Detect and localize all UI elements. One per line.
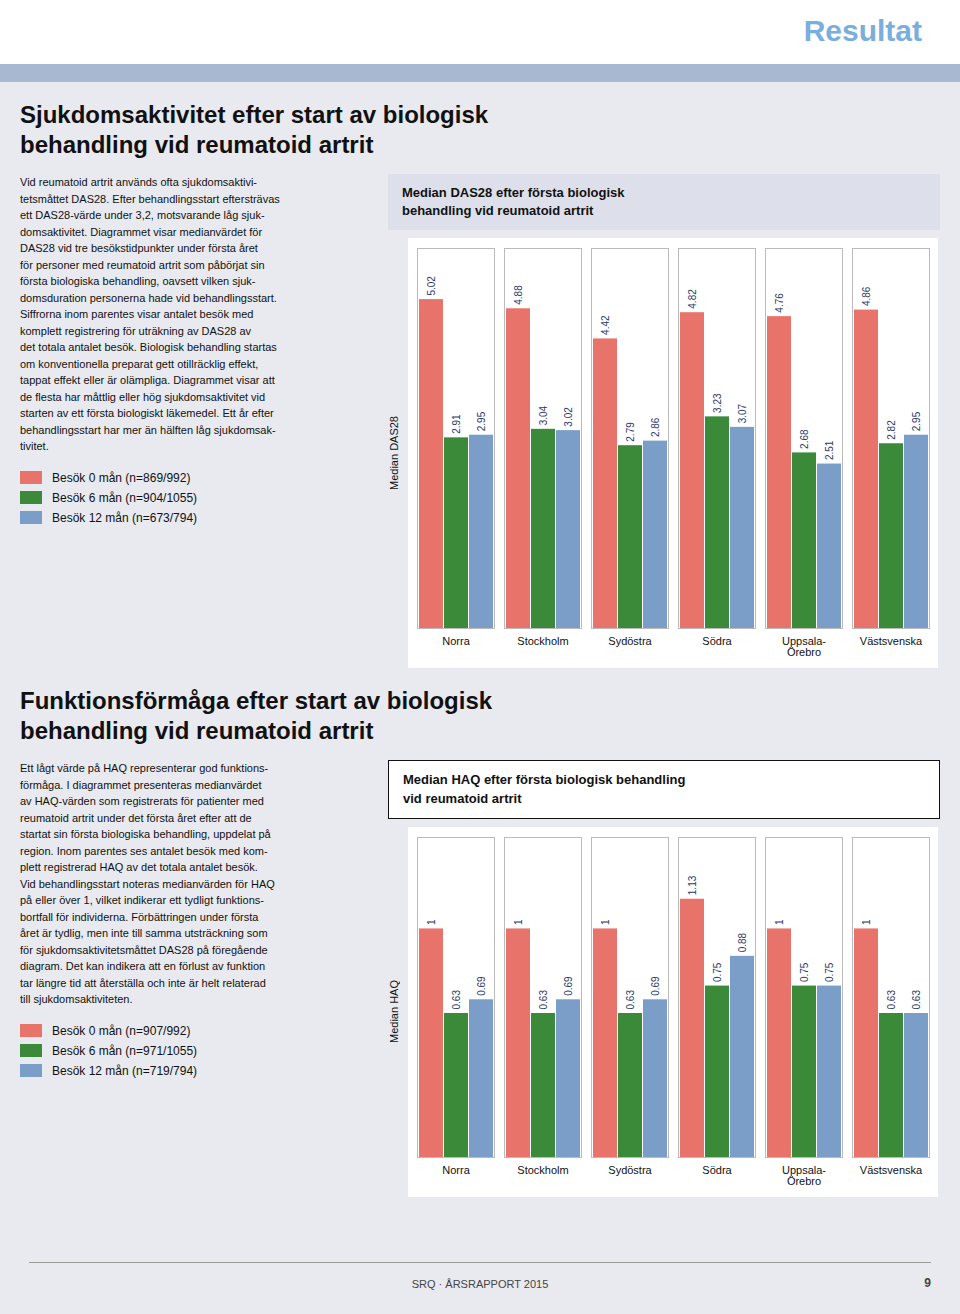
html-text:Besök 6 mån (n=904/1055): Besök 6 mån (n=904/1055) — [52, 490, 198, 505]
svg-text:0.69: 0.69 — [650, 976, 661, 996]
svg-text:2.82: 2.82 — [886, 420, 897, 440]
svg-text:4.88: 4.88 — [513, 285, 524, 305]
svg-text:2.95: 2.95 — [911, 412, 922, 432]
svg-text:Norra: Norra — [442, 1164, 470, 1176]
svg-text:5.02: 5.02 — [426, 276, 437, 296]
html-text:Resultat: Resultat — [803, 14, 922, 47]
svg-text:Stockholm: Stockholm — [517, 636, 568, 648]
svg-text:1: 1 — [426, 919, 437, 925]
svg-text:3.02: 3.02 — [563, 407, 574, 427]
svg-text:0.75: 0.75 — [712, 962, 723, 982]
html-text:Besök 0 mån (n=869/992): Besök 0 mån (n=869/992) — [52, 470, 191, 485]
html-text:Funktionsförmåga efter start a: Funktionsförmåga efter start av biologis… — [20, 687, 493, 745]
svg-text:0.63: 0.63 — [911, 989, 922, 1009]
svg-text:0.63: 0.63 — [538, 989, 549, 1009]
svg-text:2.95: 2.95 — [476, 412, 487, 432]
svg-text:4.86: 4.86 — [861, 287, 872, 307]
svg-text:Sydöstra: Sydöstra — [608, 636, 652, 648]
html-text:Median DAS28 efter första biol: Median DAS28 efter första biologisk beha… — [402, 185, 625, 219]
svg-text:3.23: 3.23 — [712, 393, 723, 413]
svg-text:4.42: 4.42 — [600, 315, 611, 335]
svg-text:1: 1 — [600, 919, 611, 925]
svg-text:4.76: 4.76 — [774, 293, 785, 313]
svg-text:Uppsala-Örebro: Uppsala-Örebro — [782, 1164, 826, 1187]
html-text:Besök 12 mån (n=673/794): Besök 12 mån (n=673/794) — [52, 510, 198, 525]
svg-text:Uppsala-Örebro: Uppsala-Örebro — [782, 636, 826, 659]
html-text:Besök 12 mån (n=719/794): Besök 12 mån (n=719/794) — [52, 1063, 198, 1078]
html-text:Besök 6 mån (n=971/1055): Besök 6 mån (n=971/1055) — [52, 1043, 198, 1058]
svg-text:Södra: Södra — [702, 1164, 732, 1176]
svg-text:1: 1 — [774, 919, 785, 925]
svg-text:0.63: 0.63 — [451, 989, 462, 1009]
svg-text:2.79: 2.79 — [625, 422, 636, 442]
svg-text:1.13: 1.13 — [687, 875, 698, 895]
svg-text:Västsvenska: Västsvenska — [860, 636, 923, 648]
svg-text:0.75: 0.75 — [824, 962, 835, 982]
svg-text:0.75: 0.75 — [799, 962, 810, 982]
html-text:Median HAQ: Median HAQ — [388, 980, 400, 1044]
svg-text:3.04: 3.04 — [538, 406, 549, 426]
svg-text:0.88: 0.88 — [737, 932, 748, 952]
html-text:Besök 0 mån (n=907/992): Besök 0 mån (n=907/992) — [52, 1023, 191, 1038]
svg-text:Norra: Norra — [442, 636, 470, 648]
svg-text:2.68: 2.68 — [799, 429, 810, 449]
html-text:Median HAQ efter första biolog: Median HAQ efter första biologisk behand… — [403, 772, 686, 806]
html-text:Median DAS28: Median DAS28 — [388, 416, 400, 491]
html-text:Sjukdomsaktivitet efter start: Sjukdomsaktivitet efter start av biologi… — [20, 101, 489, 158]
svg-text:0.69: 0.69 — [563, 976, 574, 996]
svg-text:0.63: 0.63 — [886, 989, 897, 1009]
svg-text:Sydöstra: Sydöstra — [608, 1164, 652, 1176]
svg-text:0.63: 0.63 — [625, 989, 636, 1009]
svg-text:2.86: 2.86 — [650, 418, 661, 438]
svg-text:4.82: 4.82 — [687, 289, 698, 309]
svg-text:2.51: 2.51 — [824, 441, 835, 461]
svg-text:Stockholm: Stockholm — [517, 1164, 568, 1176]
svg-text:0.69: 0.69 — [476, 976, 487, 996]
html-text:Vid reumatoid artrit används o: Vid reumatoid artrit används ofta sjukdo… — [20, 176, 280, 452]
svg-text:3.07: 3.07 — [737, 404, 748, 424]
svg-text:1: 1 — [513, 919, 524, 925]
svg-text:Västsvenska: Västsvenska — [860, 1164, 923, 1176]
html-text:9: 9 — [924, 1276, 931, 1290]
svg-text:Södra: Södra — [702, 636, 732, 648]
svg-text:2.91: 2.91 — [451, 414, 462, 434]
html-text:Ett lågt värde på HAQ represen: Ett lågt värde på HAQ representerar god … — [20, 762, 275, 1006]
svg-text:1: 1 — [861, 919, 872, 925]
html-text:SRQ · ÅRSRAPPORT 2015: SRQ · ÅRSRAPPORT 2015 — [411, 1278, 549, 1290]
